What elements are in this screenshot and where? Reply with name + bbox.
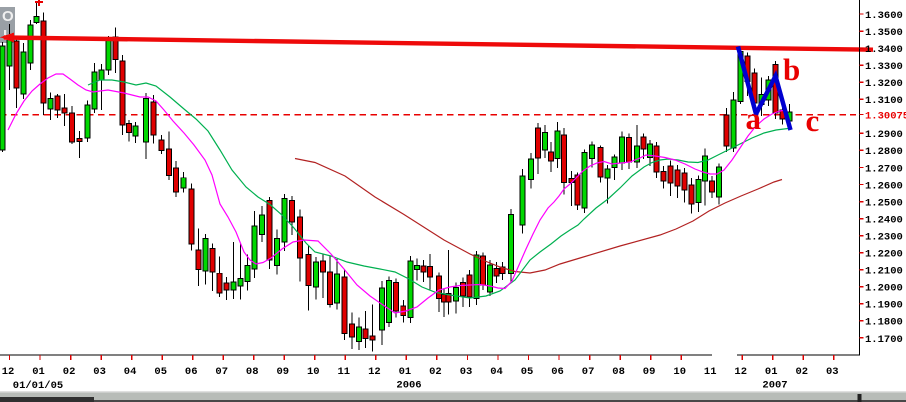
svg-text:b: b [783, 52, 800, 87]
svg-text:06: 06 [551, 366, 564, 378]
svg-text:01/01/05: 01/01/05 [13, 380, 63, 392]
svg-text:1.30075: 1.30075 [865, 110, 906, 122]
svg-text:1.2000: 1.2000 [865, 283, 903, 295]
svg-text:1.3200: 1.3200 [865, 78, 903, 90]
svg-text:O: O [2, 8, 14, 25]
svg-text:1.3300: 1.3300 [865, 61, 903, 73]
svg-text:1.3100: 1.3100 [865, 95, 903, 107]
svg-text:05: 05 [521, 366, 534, 378]
svg-text:1.2200: 1.2200 [865, 249, 903, 261]
svg-text:12: 12 [368, 366, 381, 378]
svg-text:1.1700: 1.1700 [865, 334, 903, 346]
svg-text:1.2100: 1.2100 [865, 266, 903, 278]
svg-text:a: a [746, 101, 762, 136]
svg-text:c: c [806, 103, 820, 138]
svg-text:10: 10 [307, 366, 320, 378]
svg-text:1.3400: 1.3400 [865, 44, 903, 56]
svg-text:12: 12 [734, 366, 747, 378]
svg-text:01: 01 [765, 366, 778, 378]
svg-text:02: 02 [795, 366, 808, 378]
svg-text:2007: 2007 [762, 380, 787, 392]
svg-text:02: 02 [429, 366, 442, 378]
svg-text:1.2600: 1.2600 [865, 180, 903, 192]
svg-text:11: 11 [704, 366, 717, 378]
svg-text:01: 01 [399, 366, 412, 378]
svg-text:04: 04 [124, 366, 137, 378]
svg-text:02: 02 [63, 366, 76, 378]
svg-text:1.3500: 1.3500 [865, 27, 903, 39]
svg-text:05: 05 [154, 366, 167, 378]
svg-text:04: 04 [490, 366, 503, 378]
svg-text:03: 03 [460, 366, 473, 378]
svg-text:03: 03 [93, 366, 106, 378]
svg-text:09: 09 [276, 366, 289, 378]
svg-text:1.2300: 1.2300 [865, 232, 903, 244]
svg-text:1.1800: 1.1800 [865, 317, 903, 329]
svg-text:1.1900: 1.1900 [865, 300, 903, 312]
svg-text:07: 07 [215, 366, 228, 378]
svg-text:1.2700: 1.2700 [865, 163, 903, 175]
svg-text:07: 07 [582, 366, 595, 378]
svg-text:10: 10 [673, 366, 686, 378]
svg-text:1.2800: 1.2800 [865, 146, 903, 158]
svg-text:08: 08 [612, 366, 625, 378]
svg-text:1.2500: 1.2500 [865, 197, 903, 209]
svg-text:03: 03 [826, 366, 839, 378]
svg-text:06: 06 [185, 366, 198, 378]
svg-text:09: 09 [643, 366, 656, 378]
svg-text:01: 01 [32, 366, 45, 378]
svg-text:11: 11 [337, 366, 350, 378]
svg-text:12: 12 [2, 366, 15, 378]
svg-text:08: 08 [246, 366, 259, 378]
svg-text:1.2900: 1.2900 [865, 129, 903, 141]
svg-text:1.3600: 1.3600 [865, 10, 903, 22]
svg-text:2006: 2006 [396, 380, 421, 392]
svg-text:1.2400: 1.2400 [865, 214, 903, 226]
